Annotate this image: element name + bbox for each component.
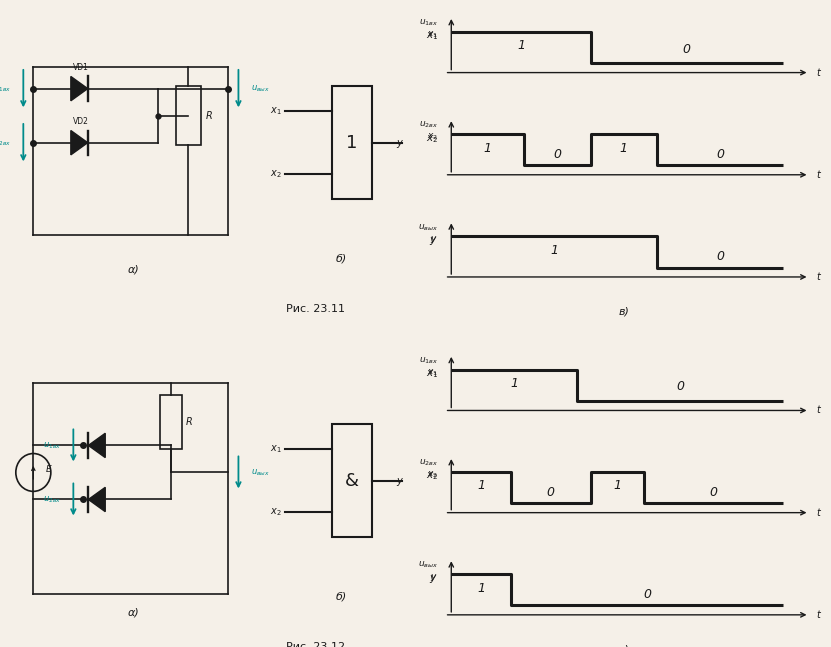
Text: 0: 0 xyxy=(709,486,717,499)
Text: α): α) xyxy=(127,608,140,618)
Text: 0: 0 xyxy=(683,43,691,56)
Text: VD1: VD1 xyxy=(73,63,89,72)
Text: $u_{вых}$: $u_{вых}$ xyxy=(251,83,270,94)
Text: t: t xyxy=(816,508,820,518)
Text: t: t xyxy=(816,610,820,620)
Text: $x_2$: $x_2$ xyxy=(270,507,282,518)
Text: 0: 0 xyxy=(676,380,684,393)
Text: 0: 0 xyxy=(553,148,562,161)
Text: 0: 0 xyxy=(547,486,555,499)
Text: $x_2$: $x_2$ xyxy=(270,169,282,181)
Bar xyxy=(160,395,182,450)
Bar xyxy=(176,86,201,146)
Text: $u_{2вх}$
$x_2$: $u_{2вх}$ $x_2$ xyxy=(419,457,438,480)
Text: $u_{2вх}$: $u_{2вх}$ xyxy=(43,494,61,505)
Text: t: t xyxy=(816,67,820,78)
Text: $u_{2вх}$: $u_{2вх}$ xyxy=(0,137,11,148)
Text: R: R xyxy=(206,111,213,120)
Text: в): в) xyxy=(618,645,629,647)
Text: E: E xyxy=(46,465,52,474)
Text: 1: 1 xyxy=(346,134,357,151)
Text: 1: 1 xyxy=(620,142,627,155)
Circle shape xyxy=(16,454,51,491)
Text: y: y xyxy=(396,476,401,485)
Text: 1: 1 xyxy=(613,479,621,492)
Text: 1: 1 xyxy=(550,244,558,257)
Text: 1: 1 xyxy=(510,377,519,390)
Text: 1: 1 xyxy=(477,479,485,492)
Polygon shape xyxy=(71,76,88,101)
Text: 1: 1 xyxy=(484,142,492,155)
Text: 0: 0 xyxy=(715,250,724,263)
Text: $x_1$: $x_1$ xyxy=(270,105,282,117)
Text: б): б) xyxy=(336,591,347,602)
Text: в): в) xyxy=(618,307,629,317)
Polygon shape xyxy=(88,487,106,512)
Text: $u_{1вх}$
$x_1$: $u_{1вх}$ $x_1$ xyxy=(419,17,438,40)
Bar xyxy=(332,86,371,199)
Text: Рис. 23.11: Рис. 23.11 xyxy=(287,304,345,314)
Text: t: t xyxy=(816,406,820,415)
Bar xyxy=(332,424,371,537)
Text: 1: 1 xyxy=(517,39,525,52)
Text: $u_{1вх}$: $u_{1вх}$ xyxy=(43,440,61,451)
Text: $y$: $y$ xyxy=(430,573,438,585)
Text: $x_2$: $x_2$ xyxy=(425,470,438,483)
Text: 0: 0 xyxy=(643,588,651,601)
Text: $u_{вых}$
$y$: $u_{вых}$ $y$ xyxy=(418,222,438,245)
Text: R: R xyxy=(186,417,193,428)
Text: $u_{1вх}$
$x_1$: $u_{1вх}$ $x_1$ xyxy=(419,356,438,378)
Text: 0: 0 xyxy=(715,148,724,161)
Text: &: & xyxy=(345,472,359,490)
Text: $x_1$: $x_1$ xyxy=(425,30,438,43)
Text: $x_1$: $x_1$ xyxy=(270,443,282,455)
Polygon shape xyxy=(88,433,106,457)
Text: $u_{вых}$
$y$: $u_{вых}$ $y$ xyxy=(418,560,438,583)
Text: y: y xyxy=(396,138,401,148)
Text: $x_1$: $x_1$ xyxy=(425,368,438,380)
Text: VD2: VD2 xyxy=(73,116,89,126)
Text: Рис. 23.12: Рис. 23.12 xyxy=(286,642,346,647)
Text: б): б) xyxy=(336,254,347,263)
Text: 1: 1 xyxy=(477,582,485,595)
Text: $u_{1вх}$: $u_{1вх}$ xyxy=(0,83,11,94)
Polygon shape xyxy=(71,131,88,155)
Text: α): α) xyxy=(127,265,140,274)
Text: $u_{2вх}$
$x_2$: $u_{2вх}$ $x_2$ xyxy=(419,120,438,142)
Text: t: t xyxy=(816,170,820,180)
Text: $y$: $y$ xyxy=(430,235,438,247)
Text: $u_{вых}$: $u_{вых}$ xyxy=(251,467,270,477)
Text: $x_2$: $x_2$ xyxy=(425,133,438,144)
Text: t: t xyxy=(816,272,820,282)
